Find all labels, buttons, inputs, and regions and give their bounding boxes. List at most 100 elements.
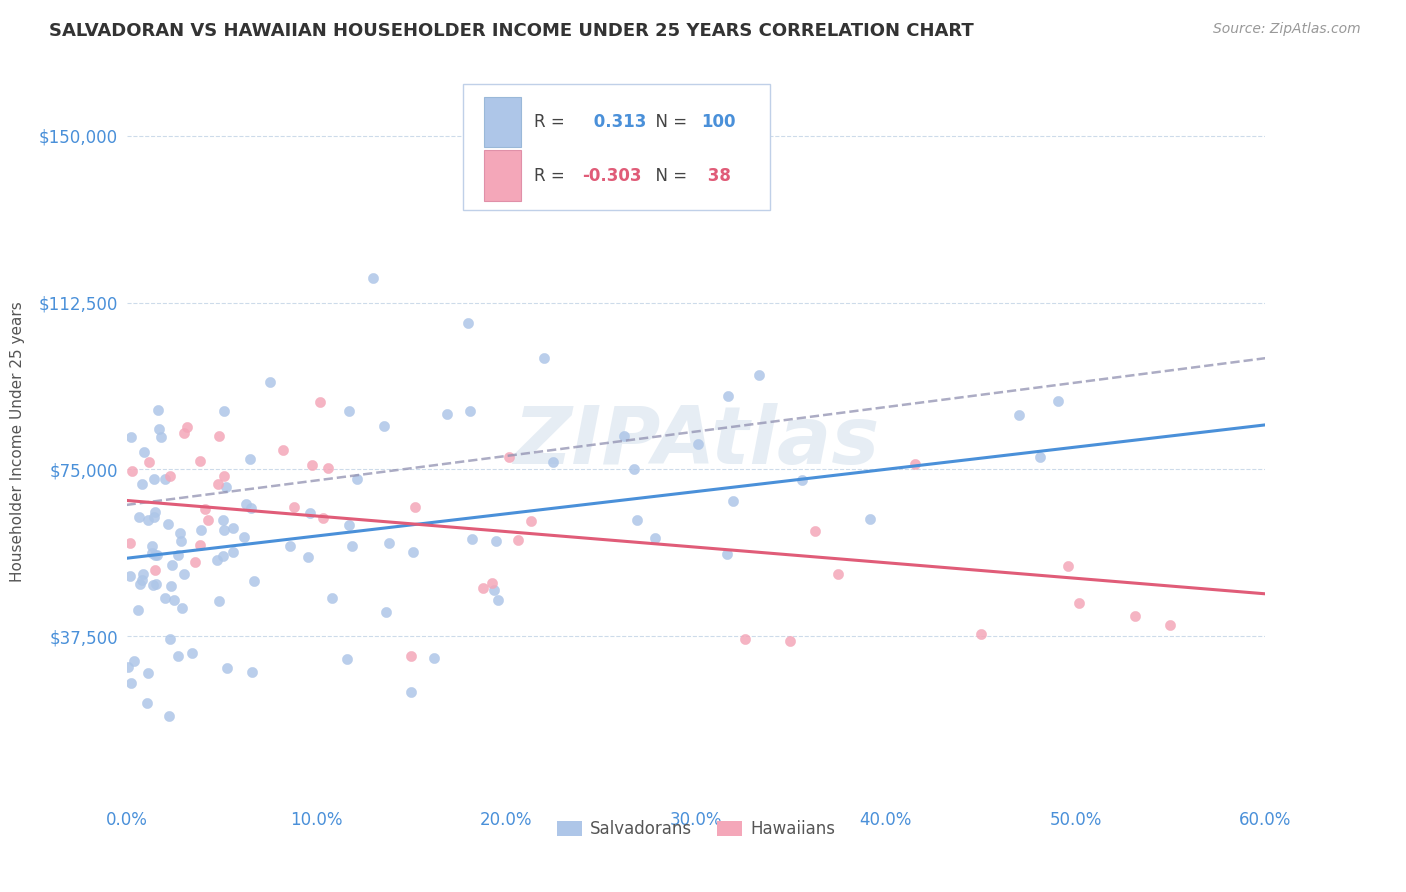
Point xyxy=(149,430,172,444)
Point xyxy=(378,535,401,549)
Point xyxy=(136,513,159,527)
Point xyxy=(134,445,156,459)
Point xyxy=(222,521,245,535)
Point xyxy=(215,480,238,494)
Point xyxy=(162,558,184,573)
Point xyxy=(309,394,332,409)
Point xyxy=(222,545,245,559)
Point xyxy=(184,555,207,569)
Point xyxy=(120,430,142,444)
Point xyxy=(143,505,166,519)
FancyBboxPatch shape xyxy=(484,97,520,147)
Point xyxy=(117,659,139,673)
Point xyxy=(176,419,198,434)
Point xyxy=(169,533,191,548)
Point xyxy=(212,523,235,537)
Point xyxy=(238,452,260,467)
Text: R =: R = xyxy=(534,113,571,131)
Point xyxy=(160,579,183,593)
FancyBboxPatch shape xyxy=(463,84,770,211)
Point xyxy=(1069,596,1091,610)
Point xyxy=(1008,408,1031,422)
Legend: Salvadorans, Hawaiians: Salvadorans, Hawaiians xyxy=(550,814,842,845)
Point xyxy=(208,429,231,443)
Point xyxy=(188,537,211,551)
Point xyxy=(859,512,882,526)
Point xyxy=(273,442,295,457)
Point xyxy=(460,532,482,546)
Text: 0.313: 0.313 xyxy=(588,113,647,131)
Point xyxy=(207,476,229,491)
Point xyxy=(188,453,211,467)
Point xyxy=(197,513,219,527)
Point xyxy=(457,316,479,330)
Point xyxy=(423,651,446,665)
Point xyxy=(118,536,141,550)
Point xyxy=(363,271,385,285)
Text: N =: N = xyxy=(645,167,692,185)
Point xyxy=(803,524,825,538)
Text: SALVADORAN VS HAWAIIAN HOUSEHOLDER INCOME UNDER 25 YEARS CORRELATION CHART: SALVADORAN VS HAWAIIAN HOUSEHOLDER INCOM… xyxy=(49,22,974,40)
FancyBboxPatch shape xyxy=(484,151,520,201)
Point xyxy=(143,563,166,577)
Point xyxy=(543,455,565,469)
Point xyxy=(240,665,263,679)
Point xyxy=(132,566,155,581)
Text: ZIPAtlas: ZIPAtlas xyxy=(513,402,879,481)
Point xyxy=(136,696,159,710)
Point xyxy=(136,666,159,681)
Point xyxy=(498,450,520,465)
Point xyxy=(163,592,186,607)
Point xyxy=(190,524,212,538)
Point xyxy=(128,510,150,524)
Point xyxy=(716,547,738,561)
Point xyxy=(207,594,229,608)
Point xyxy=(401,649,423,664)
Point xyxy=(401,684,423,698)
Point xyxy=(717,388,740,402)
Point xyxy=(481,575,503,590)
Point xyxy=(903,457,925,471)
Point xyxy=(121,464,143,478)
Point xyxy=(647,195,669,210)
Point xyxy=(155,591,177,606)
Point xyxy=(283,500,305,515)
Point xyxy=(342,539,364,553)
Point xyxy=(336,652,359,666)
Point xyxy=(301,458,323,472)
Point xyxy=(142,578,165,592)
Point xyxy=(148,422,170,436)
Point xyxy=(1123,609,1146,624)
Point xyxy=(458,404,481,418)
Point xyxy=(145,576,167,591)
Point xyxy=(141,546,163,560)
Point xyxy=(146,403,169,417)
Point xyxy=(1047,394,1070,409)
Point xyxy=(373,418,395,433)
Point xyxy=(346,472,368,486)
Point xyxy=(212,549,235,564)
Point xyxy=(143,548,166,562)
Point xyxy=(159,632,181,646)
Point xyxy=(533,351,555,366)
Point xyxy=(312,511,335,525)
Point xyxy=(471,581,494,595)
Point xyxy=(623,462,645,476)
Point xyxy=(280,539,302,553)
Point xyxy=(212,469,235,483)
Point xyxy=(173,426,195,441)
Point xyxy=(143,472,166,486)
Point xyxy=(734,632,756,646)
Point xyxy=(128,577,150,591)
Point xyxy=(321,591,343,605)
Point xyxy=(232,530,254,544)
Point xyxy=(1160,618,1182,632)
Point xyxy=(167,648,190,663)
Point xyxy=(626,513,648,527)
Text: 38: 38 xyxy=(702,167,731,185)
Point xyxy=(211,513,233,527)
Point xyxy=(215,661,238,675)
Point xyxy=(644,532,666,546)
Point xyxy=(721,494,744,508)
Point xyxy=(156,517,179,532)
